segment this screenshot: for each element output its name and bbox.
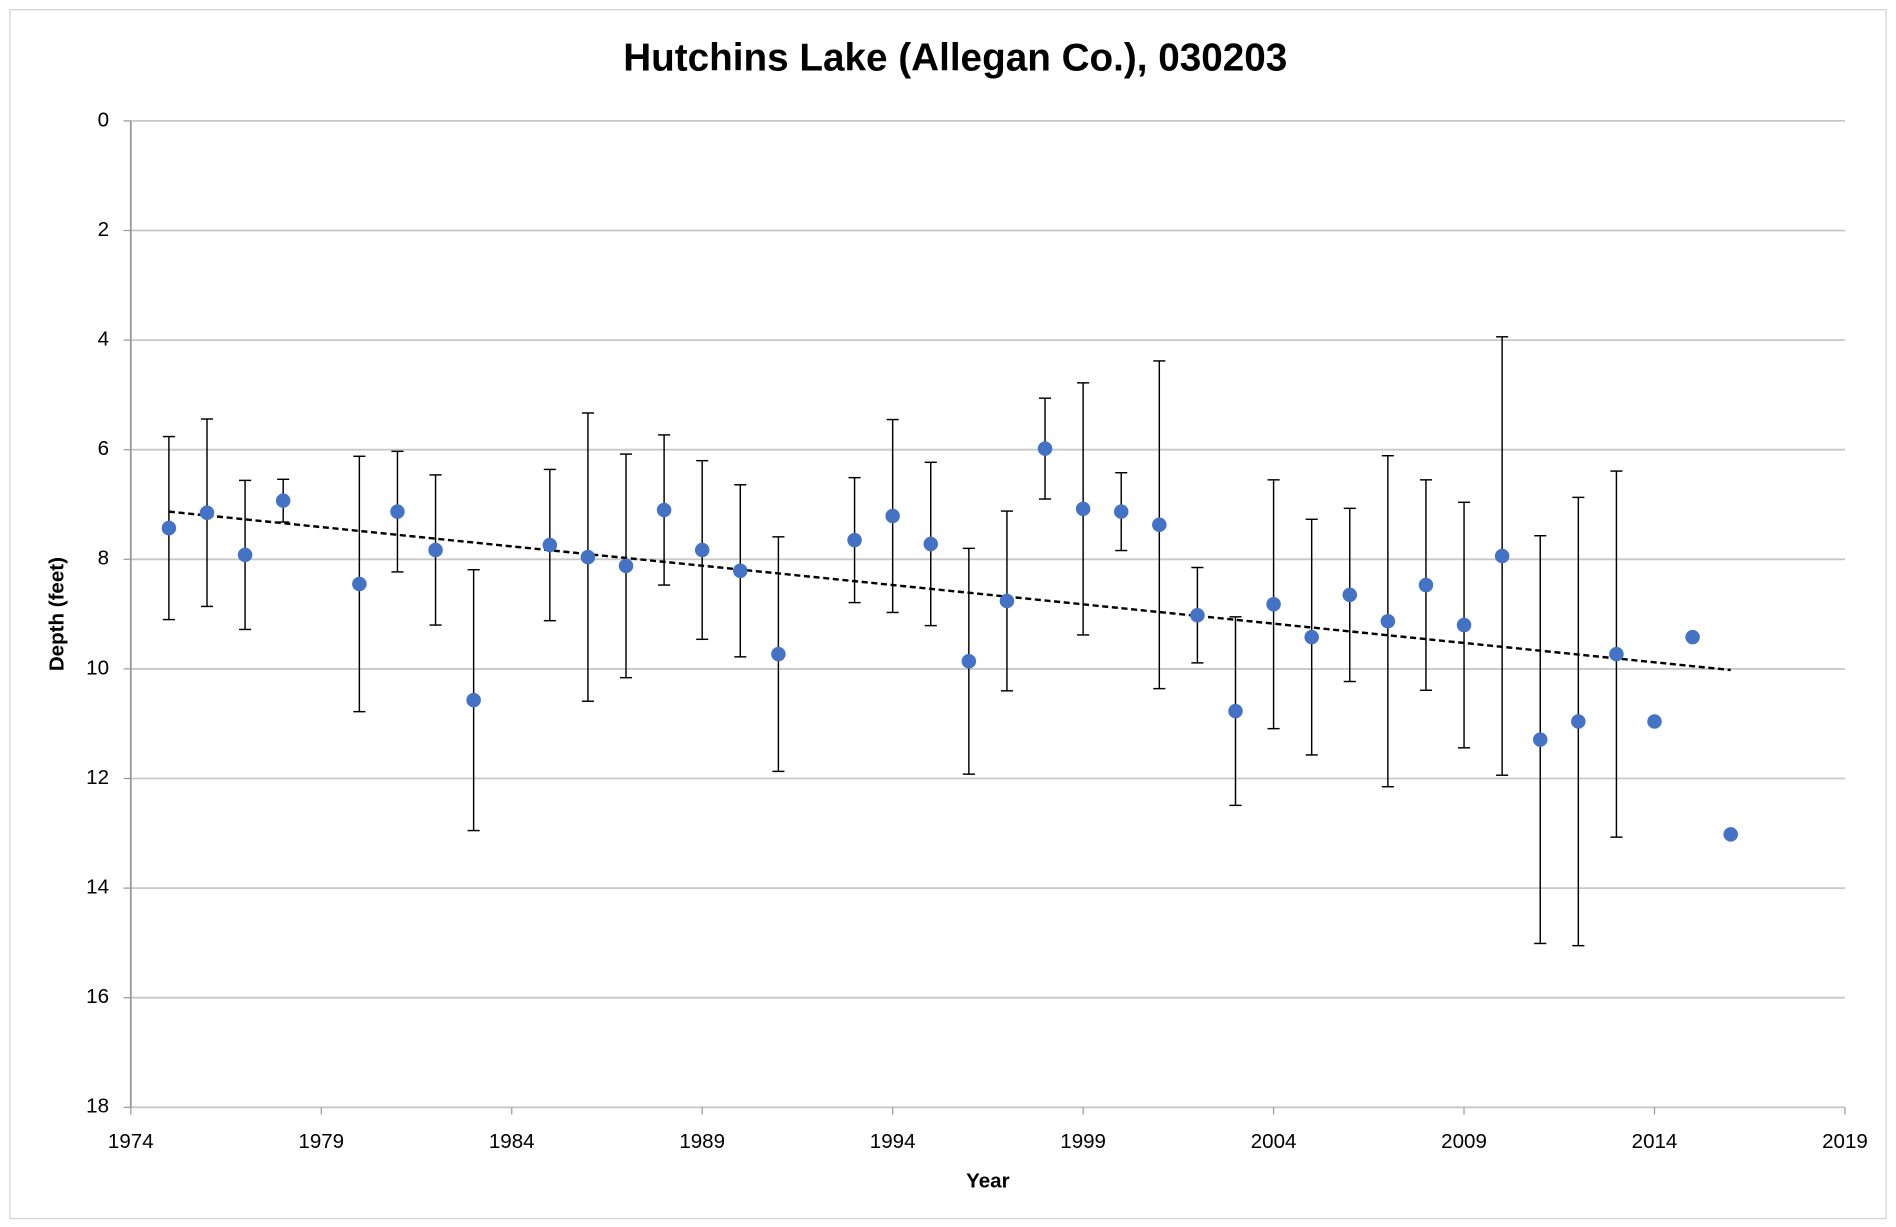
data-point bbox=[1190, 607, 1205, 623]
trendline bbox=[168, 510, 1731, 672]
data-point bbox=[1037, 441, 1053, 456]
y-tick-label: 16 bbox=[86, 985, 109, 1008]
data-point bbox=[1532, 732, 1548, 747]
data-point bbox=[1304, 629, 1319, 645]
y-tick-label: 4 bbox=[98, 328, 109, 351]
data-point bbox=[618, 558, 634, 574]
data-point bbox=[733, 563, 748, 579]
y-tick-label: 6 bbox=[98, 437, 109, 460]
data-point bbox=[923, 536, 939, 552]
y-tick-label: 0 bbox=[98, 108, 109, 131]
x-tick-label: 2004 bbox=[1251, 1130, 1297, 1153]
data-point bbox=[1075, 501, 1091, 517]
data-point bbox=[466, 692, 481, 708]
data-point bbox=[199, 505, 215, 520]
x-tick-label: 2009 bbox=[1441, 1130, 1487, 1153]
y-tick-label: 2 bbox=[98, 218, 109, 241]
data-point bbox=[161, 520, 177, 536]
data-point bbox=[1647, 714, 1662, 729]
y-axis-label: Depth (feet) bbox=[46, 557, 69, 671]
y-tick-label: 8 bbox=[98, 547, 109, 570]
y-tick-label: 18 bbox=[86, 1095, 109, 1118]
y-tick-label: 12 bbox=[86, 766, 109, 789]
y-tick-label: 10 bbox=[86, 656, 109, 679]
data-point bbox=[847, 532, 862, 548]
data-point bbox=[1418, 577, 1434, 593]
x-tick-label: 1989 bbox=[679, 1130, 725, 1153]
data-point bbox=[1494, 548, 1510, 564]
data-point bbox=[771, 646, 786, 662]
x-tick-label: 1999 bbox=[1060, 1130, 1106, 1153]
data-point bbox=[352, 576, 367, 592]
data-point bbox=[390, 504, 405, 519]
x-tick-label: 2014 bbox=[1632, 1130, 1678, 1153]
data-point bbox=[999, 593, 1015, 609]
data-point bbox=[1685, 629, 1700, 645]
x-tick-label: 1974 bbox=[108, 1130, 154, 1153]
data-point bbox=[1113, 504, 1129, 519]
data-point bbox=[694, 542, 710, 558]
x-tick-label: 1994 bbox=[870, 1130, 916, 1153]
x-tick-label: 2019 bbox=[1822, 1130, 1868, 1153]
chart-border bbox=[9, 9, 1887, 1220]
data-point bbox=[656, 502, 672, 518]
data-point bbox=[580, 549, 596, 565]
data-point bbox=[1152, 517, 1167, 533]
x-tick-label: 1984 bbox=[489, 1130, 535, 1153]
data-point bbox=[961, 653, 977, 669]
data-point bbox=[1609, 646, 1624, 662]
data-point bbox=[1723, 827, 1738, 842]
data-point bbox=[1456, 617, 1472, 633]
data-point bbox=[542, 537, 558, 553]
x-axis-label: Year bbox=[966, 1170, 1009, 1193]
data-point bbox=[1266, 596, 1281, 612]
data-point bbox=[237, 547, 253, 563]
data-point bbox=[275, 493, 291, 508]
data-point bbox=[1228, 703, 1243, 719]
data-point bbox=[1380, 613, 1396, 629]
data-point bbox=[1571, 714, 1586, 729]
chart-title: Hutchins Lake (Allegan Co.), 030203 bbox=[623, 37, 1287, 80]
x-tick-label: 1979 bbox=[298, 1130, 344, 1153]
data-point bbox=[428, 542, 443, 558]
data-point bbox=[885, 508, 900, 524]
data-point bbox=[1342, 587, 1358, 603]
y-tick-label: 14 bbox=[86, 876, 109, 899]
